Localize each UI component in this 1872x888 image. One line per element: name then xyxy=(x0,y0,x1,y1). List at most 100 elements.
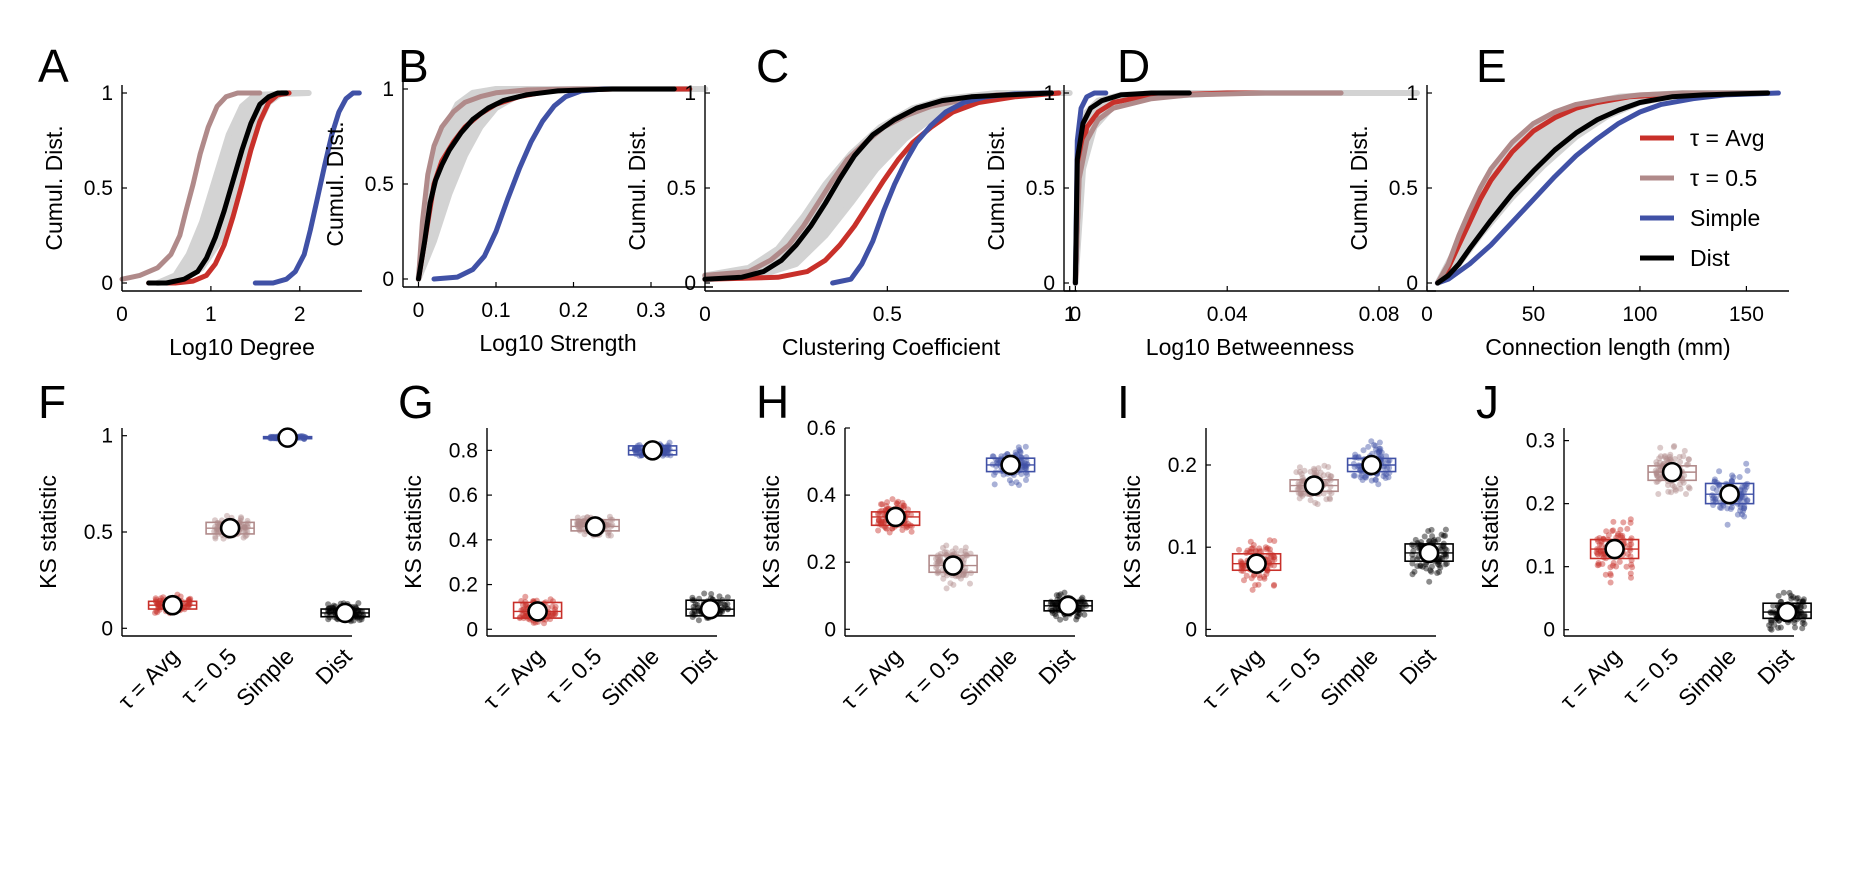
sample-dot xyxy=(1613,563,1620,570)
sample-dot xyxy=(1624,525,1631,532)
x-axis-label: Connection length (mm) xyxy=(1485,334,1730,360)
sample-dot xyxy=(1021,462,1028,469)
sample-dot xyxy=(1443,560,1450,567)
sample-dot xyxy=(1607,579,1614,586)
sample-dot xyxy=(943,542,950,549)
y-axis-label: Cumul. Dist. xyxy=(1346,125,1372,250)
sample-dot xyxy=(1270,554,1277,561)
sample-dot xyxy=(1790,594,1797,601)
sample-dot xyxy=(1798,604,1804,611)
sample-dot xyxy=(962,548,969,555)
sample-dot xyxy=(1653,459,1660,466)
sample-dot xyxy=(1365,443,1372,450)
sample-dot xyxy=(1049,600,1056,607)
sample-dot xyxy=(605,532,612,539)
category-label: τ = Avg xyxy=(478,643,549,714)
sample-dot xyxy=(1728,477,1735,484)
y-tick-label: 0.1 xyxy=(1526,556,1555,579)
y-tick-label: 0 xyxy=(101,272,113,295)
sample-dot xyxy=(154,609,161,616)
sample-dot xyxy=(1786,589,1793,596)
sample-dot xyxy=(1372,442,1379,449)
sample-dot xyxy=(689,594,696,601)
category-label: τ = 0.5 xyxy=(541,643,607,709)
sample-dot xyxy=(1788,595,1795,602)
sample-dot xyxy=(991,481,998,488)
sample-dot xyxy=(547,616,554,623)
sample-dot xyxy=(886,529,893,536)
x-tick-label: 50 xyxy=(1522,303,1545,326)
legend-label: τ = Avg xyxy=(1690,125,1765,151)
sample-dot xyxy=(1352,451,1359,458)
sample-dot xyxy=(1435,561,1441,568)
sample-dot xyxy=(1716,481,1723,488)
sample-dot xyxy=(1623,563,1630,570)
sample-dot xyxy=(1710,493,1717,500)
sample-dot xyxy=(574,522,581,529)
sample-dot xyxy=(1431,537,1438,543)
sample-dot xyxy=(893,500,900,507)
sample-dot xyxy=(883,525,890,532)
sample-dot xyxy=(721,601,728,608)
sample-dot xyxy=(355,609,361,615)
x-tick-label: 0 xyxy=(1421,303,1433,326)
y-tick-label: 0 xyxy=(1543,619,1555,642)
sample-dot xyxy=(1249,545,1256,552)
sample-dot xyxy=(1681,447,1688,454)
sample-dot xyxy=(1301,467,1308,474)
sample-dot xyxy=(1022,443,1029,450)
y-tick-label: 0.2 xyxy=(1168,454,1197,477)
legend-label: τ = 0.5 xyxy=(1690,165,1757,191)
sample-dot xyxy=(899,527,906,533)
sample-dot xyxy=(1296,485,1302,492)
sample-dot xyxy=(1018,471,1025,477)
sample-dot xyxy=(882,525,889,531)
sample-dot xyxy=(875,516,882,523)
sample-dot xyxy=(1594,550,1601,557)
sample-dot xyxy=(1626,541,1633,548)
sample-dot xyxy=(1053,613,1060,620)
category-label: Dist xyxy=(675,643,722,690)
sample-dot xyxy=(991,471,997,478)
sample-dot xyxy=(1428,568,1435,575)
sample-dot xyxy=(1438,531,1445,538)
series-line-simple xyxy=(1435,90,1781,286)
x-axis-label: Log10 Betweenness xyxy=(1146,334,1354,360)
sample-dot xyxy=(694,601,701,608)
sample-dot xyxy=(1021,465,1028,472)
sample-dot xyxy=(1744,467,1751,474)
sample-dot xyxy=(577,519,584,526)
sample-dot xyxy=(1800,596,1807,603)
sample-dot xyxy=(1409,571,1416,578)
sample-dot xyxy=(1743,484,1750,491)
sample-dot xyxy=(1376,445,1383,452)
sample-dot xyxy=(949,548,956,555)
sample-dot xyxy=(1744,497,1750,504)
y-tick-label: 0 xyxy=(1406,272,1418,295)
sample-dot xyxy=(903,524,910,531)
confidence-band xyxy=(415,86,709,282)
sample-dot xyxy=(876,511,883,518)
mean-marker xyxy=(334,602,356,624)
sample-dot xyxy=(1775,592,1782,599)
sample-dot xyxy=(1325,464,1332,470)
sample-dot xyxy=(936,557,943,563)
sample-dot xyxy=(1052,611,1059,617)
sample-dot xyxy=(1312,499,1319,506)
sample-dot xyxy=(1711,476,1718,483)
sample-dot xyxy=(1671,443,1678,449)
sample-dot xyxy=(1799,619,1806,626)
sample-dot xyxy=(541,620,547,627)
sample-dot xyxy=(1061,589,1068,596)
sample-dot xyxy=(1079,605,1086,612)
sample-dot xyxy=(895,498,902,505)
sample-dot xyxy=(522,612,529,619)
sample-dot xyxy=(1683,491,1689,497)
category-label: Simple xyxy=(1315,643,1383,711)
sample-dot xyxy=(1268,554,1275,561)
sample-dot xyxy=(1793,595,1800,602)
sample-dot xyxy=(330,602,337,609)
sample-dot xyxy=(1743,460,1750,467)
